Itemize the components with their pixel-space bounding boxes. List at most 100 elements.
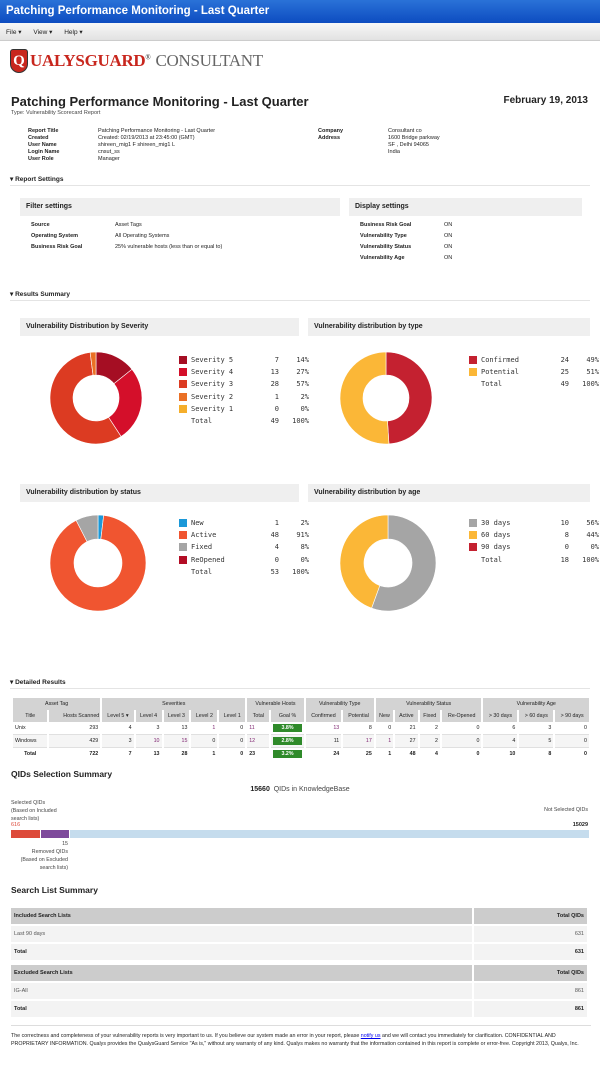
column-header: New: [373, 710, 395, 722]
notify-us-link[interactable]: notify us: [360, 1033, 381, 1039]
legend-total: Total 49 100%: [481, 380, 599, 389]
search-list-name: Last 90 days: [11, 924, 474, 943]
column-header: Title: [10, 710, 49, 722]
table-cell: 7: [100, 747, 135, 760]
table-cell: 8: [341, 722, 375, 735]
legend-item: Active 48 91%: [179, 529, 309, 541]
donut-slice-0[interactable]: [385, 351, 433, 445]
table-cell: Unix: [10, 722, 49, 735]
info-label: User Name: [28, 142, 57, 148]
donut-slice-1[interactable]: [49, 515, 147, 612]
donut-slice-2[interactable]: [49, 352, 122, 445]
menu-help[interactable]: Help ▾: [64, 29, 83, 36]
qids-kb: 15660 QIDs in KnowledgeBase: [250, 786, 350, 793]
table-cell: 3.2%: [269, 747, 305, 760]
info-value: Consultant co: [388, 128, 422, 134]
donut-slice-1[interactable]: [339, 514, 389, 609]
info-label: Vulnerability Status: [360, 244, 412, 250]
table-cell: 4: [100, 722, 135, 735]
legend-item: ReOpened 0 0%: [179, 554, 309, 566]
table-cell: 28: [161, 747, 191, 760]
legend-swatch: [179, 380, 187, 389]
total-qids-header: Total QIDs: [473, 965, 589, 982]
list-header: Included Search Lists: [11, 908, 474, 925]
table-cell: 21: [393, 722, 419, 735]
donut-chart: [49, 514, 147, 612]
not-selected-qids-label: Not Selected QIDs: [544, 807, 588, 813]
report-info-right: Company Consultant co Address 1600 Bridge p…: [318, 128, 440, 155]
table-cell: 0: [189, 734, 219, 748]
table-cell: 4: [417, 747, 441, 760]
info-label: Created: [28, 135, 49, 141]
section-results-summary[interactable]: ▾ Results Summary: [10, 290, 590, 301]
info-value: shireen_mig1 F shireen_mig1 L: [98, 142, 176, 148]
qids-title: QIDs Selection Summary: [11, 769, 113, 779]
window-title: Patching Performance Monitoring - Last Q…: [6, 5, 270, 17]
qids-bar-not-selected: [70, 830, 589, 838]
footer-disclaimer: The correctness and completeness of your…: [11, 1033, 579, 1048]
table-cell: 3.8%: [269, 722, 305, 735]
legend-item: Severity 2 1 2%: [179, 391, 309, 403]
group-header: Vulnerability Status: [373, 698, 483, 710]
legend-item: Severity 4 13 27%: [179, 366, 309, 378]
table-cell: 0: [553, 722, 589, 735]
section-report-settings[interactable]: ▾ Report Settings: [10, 175, 590, 186]
legend-swatch: [469, 543, 477, 552]
table-cell: 24: [303, 747, 343, 760]
display-settings-panel: Display settings Business Risk Goal ON Vul…: [349, 198, 582, 261]
legend-swatch: [179, 356, 187, 365]
chart-legend: Confirmed 24 49% Potential 25 51% Total 49 100%: [469, 354, 599, 391]
info-label: User Role: [28, 156, 54, 162]
info-value: ON: [444, 233, 453, 239]
donut-chart: [339, 514, 437, 612]
table-cell: 1: [373, 747, 395, 760]
table-cell: 0: [217, 722, 247, 735]
removed-qids: 15 Removed QIDs (Based on Excluded search…: [20, 841, 68, 871]
shield-logo-icon: Q: [10, 49, 28, 73]
info-label: [318, 149, 388, 155]
column-header[interactable]: Level 5 ▾: [100, 710, 135, 722]
footer-divider: [11, 1025, 591, 1026]
legend-total: Total 49 100%: [191, 417, 309, 426]
total-row: Total 631: [11, 942, 589, 960]
info-label: Vulnerability Type: [360, 233, 407, 239]
table-cell: Windows: [10, 734, 49, 748]
table-cell: 0: [439, 734, 483, 748]
chart-panel: Vulnerability distribution by type: [308, 318, 590, 336]
search-list-title: Search List Summary: [11, 885, 98, 895]
qids-bar-removed: [41, 830, 69, 838]
menu-file[interactable]: File ▾: [6, 29, 22, 36]
donut-slice-1[interactable]: [339, 351, 390, 445]
donut-slice-2[interactable]: [75, 514, 99, 543]
table-cell: 293: [47, 722, 102, 735]
info-value: cnsut_ss: [98, 149, 120, 155]
selected-qids-count: 616: [11, 822, 21, 828]
legend-swatch: [179, 555, 187, 564]
table-row: Last 90 days 631: [11, 924, 589, 943]
group-header: Asset Tag: [10, 698, 102, 710]
chart-title: Vulnerability distribution by status: [20, 484, 299, 502]
column-header: Potential: [341, 710, 375, 722]
chart-title: Vulnerability Distribution by Severity: [20, 318, 299, 336]
donut-slice-3[interactable]: [89, 351, 97, 376]
menu-view[interactable]: View ▾: [33, 29, 53, 36]
info-label: Operating System: [31, 233, 79, 239]
table-cell: 25: [341, 747, 375, 760]
table-cell: 5: [517, 734, 555, 748]
donut-slice-0[interactable]: [371, 514, 437, 612]
column-header: Level 1: [217, 710, 247, 722]
column-header: > 60 days: [517, 710, 555, 722]
report-info-left: Report Title Patching Performance Monitor…: [28, 128, 215, 162]
section-detailed-results[interactable]: ▾ Detailed Results: [10, 678, 590, 689]
legend-item: New 1 2%: [179, 517, 309, 529]
info-label: Company: [318, 128, 344, 134]
column-header: Total: [245, 710, 271, 722]
info-value: Patching Performance Monitoring - Last Q…: [98, 128, 216, 134]
list-header: Excluded Search Lists: [11, 965, 474, 982]
column-header: Active: [393, 710, 419, 722]
table-cell: 13: [161, 722, 191, 735]
legend-total: Total 18 100%: [481, 555, 599, 564]
legend-item: Confirmed 24 49%: [469, 354, 599, 366]
table-cell: 2: [417, 722, 441, 735]
